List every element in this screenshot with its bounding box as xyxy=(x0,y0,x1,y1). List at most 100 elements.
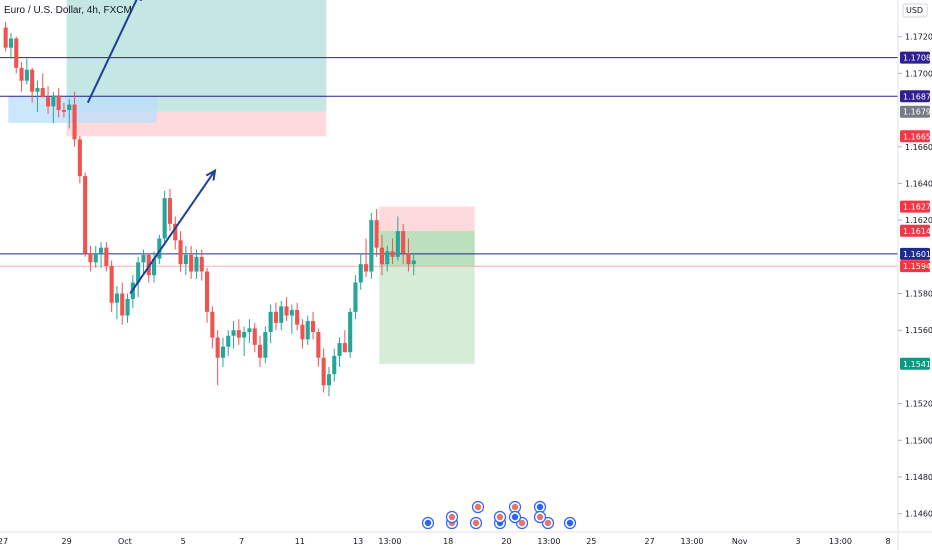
event-flag-dot-4 xyxy=(518,519,526,527)
candle-body-13 xyxy=(72,104,77,140)
long-tp-zone[interactable] xyxy=(379,266,475,364)
candle-body-31 xyxy=(167,198,172,224)
y-tick-label-2: 1.16600 xyxy=(905,143,932,152)
candle-body-6 xyxy=(35,88,40,92)
x-tick-label-9: 20 xyxy=(501,537,511,546)
x-tick-label-6: 13 xyxy=(353,537,363,546)
candle-body-1 xyxy=(8,38,13,48)
candle-body-36 xyxy=(194,256,199,272)
y-tick-label-8: 1.15000 xyxy=(905,436,932,445)
entry-zone[interactable] xyxy=(8,96,157,123)
y-tick-label-4: 1.16200 xyxy=(905,216,932,225)
candle-body-38 xyxy=(205,271,210,312)
candle-body-40 xyxy=(215,337,220,358)
economic-events[interactable] xyxy=(421,500,577,530)
arrow-up-2-head xyxy=(205,168,217,181)
candle-body-47 xyxy=(252,328,257,345)
event-flag-dot-0 xyxy=(424,519,432,527)
x-tick-label-8: 18 xyxy=(443,537,453,546)
event-flag-dot-11 xyxy=(496,513,504,521)
candle-body-61 xyxy=(326,374,331,386)
event-flag-dot-2 xyxy=(472,519,480,527)
candle-body-12 xyxy=(67,104,72,111)
event-flag-dot-10 xyxy=(448,513,456,521)
long-profit-zone[interactable] xyxy=(379,230,475,267)
candle-body-41 xyxy=(220,346,225,358)
x-tick-label-16: 13:00 xyxy=(829,537,852,546)
x-tick-label-1: 29 xyxy=(62,537,72,546)
candle-body-64 xyxy=(342,343,347,353)
candle-body-76 xyxy=(406,253,411,265)
candle-body-20 xyxy=(109,266,114,303)
candle-body-33 xyxy=(178,240,183,265)
x-tick-label-2: Oct xyxy=(118,537,132,546)
x-tick-label-11: 25 xyxy=(586,537,596,546)
price-tag-8 xyxy=(900,357,930,370)
candle-body-35 xyxy=(189,254,194,272)
x-tick-label-13: 13:00 xyxy=(680,537,703,546)
y-tick-label-9: 1.14800 xyxy=(905,473,932,482)
candle-body-42 xyxy=(226,335,231,347)
candle-body-53 xyxy=(284,306,289,316)
arrow-up-1[interactable] xyxy=(86,0,141,104)
candle-body-43 xyxy=(231,330,236,336)
candle-body-66 xyxy=(353,282,358,312)
x-tick-label-7: 13:00 xyxy=(378,537,401,546)
candle-body-49 xyxy=(263,332,268,358)
candle-body-37 xyxy=(199,256,204,272)
candle-body-3 xyxy=(19,67,24,81)
candle-body-58 xyxy=(311,321,316,333)
candles xyxy=(3,22,416,397)
y-tick-label-7: 1.15200 xyxy=(905,400,932,409)
candle-body-68 xyxy=(364,264,369,272)
x-tick-label-3: 5 xyxy=(181,537,186,546)
candle-body-62 xyxy=(332,355,337,375)
candle-body-73 xyxy=(390,251,395,257)
event-flag-dot-12 xyxy=(511,513,519,521)
candle-body-57 xyxy=(305,321,310,340)
price-tag-2 xyxy=(900,247,930,260)
price-tag-3 xyxy=(900,105,930,118)
y-tick-label-3: 1.16400 xyxy=(905,179,932,188)
time-axis[interactable]: 27 29 Oct 5 7 11 13 13:00 18 20 13:00 25 27 13:00 Nov 3… xyxy=(0,537,891,546)
candle-body-44 xyxy=(236,330,241,338)
short-sl-zone[interactable] xyxy=(379,206,475,231)
candle-body-46 xyxy=(247,328,252,333)
candle-body-23 xyxy=(125,299,130,316)
trend-arrows xyxy=(86,0,217,295)
candle-body-52 xyxy=(279,306,284,323)
candle-body-26 xyxy=(141,254,146,263)
currency-badge[interactable] xyxy=(902,3,928,18)
event-flag-dot-5 xyxy=(544,519,552,527)
candle-body-0 xyxy=(3,27,8,48)
price-tag-label-7: 1.15949 xyxy=(903,262,932,271)
price-tag-label-0: 1.17086 xyxy=(903,54,932,63)
candle-body-22 xyxy=(120,293,125,316)
event-flag-dot-8 xyxy=(511,503,519,511)
x-tick-label-4: 7 xyxy=(239,537,244,546)
candle-body-15 xyxy=(83,176,88,254)
candle-body-19 xyxy=(104,247,109,266)
candle-body-25 xyxy=(136,262,141,283)
x-tick-label-17: 8 xyxy=(886,537,891,546)
y-tick-label-6: 1.15600 xyxy=(905,326,932,335)
candle-body-60 xyxy=(321,357,326,386)
x-tick-label-10: 13:00 xyxy=(537,537,560,546)
candle-body-75 xyxy=(401,231,406,254)
y-tick-label-10: 1.14600 xyxy=(905,510,932,519)
candle-body-32 xyxy=(173,223,178,241)
y-tick-label-5: 1.15800 xyxy=(905,290,932,299)
candle-body-21 xyxy=(114,293,119,303)
candle-body-8 xyxy=(46,97,51,107)
x-tick-label-12: 27 xyxy=(645,537,655,546)
price-tag-label-4: 1.16657 xyxy=(903,132,932,141)
tp-zone-top[interactable] xyxy=(66,0,327,112)
candle-body-11 xyxy=(61,110,66,112)
arrow-up-2[interactable] xyxy=(129,170,216,295)
candle-body-14 xyxy=(77,139,82,177)
candle-body-9 xyxy=(51,95,56,107)
candle-body-74 xyxy=(395,231,400,257)
price-axis[interactable]: 1.17200 1.17000 1.16600 1.16400 1.16200 1.158… xyxy=(898,33,932,519)
